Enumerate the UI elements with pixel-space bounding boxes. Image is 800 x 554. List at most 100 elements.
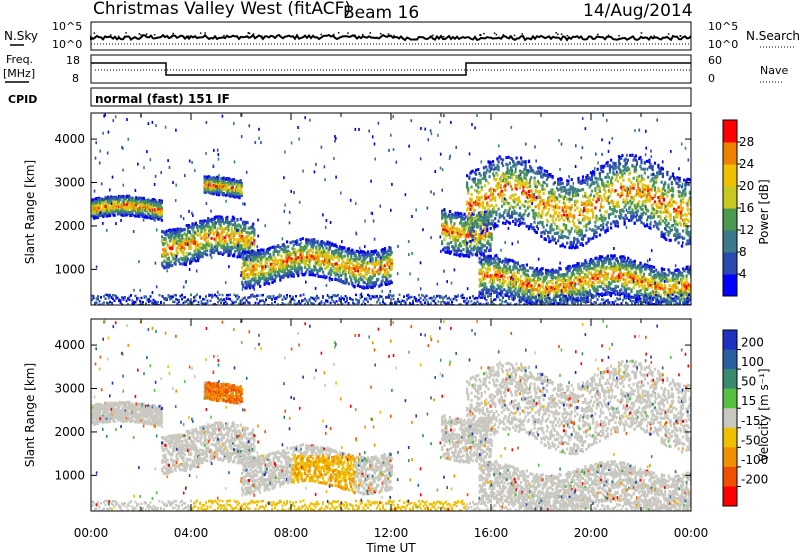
power-cell — [283, 259, 286, 263]
power-cell — [304, 272, 307, 276]
power-cell — [162, 230, 165, 234]
power-cell — [539, 190, 542, 193]
power-cell — [230, 231, 233, 235]
power-cell — [250, 270, 253, 274]
power-cell — [602, 184, 605, 187]
power-cell — [518, 186, 522, 190]
power-cell — [483, 228, 486, 232]
power-cell — [368, 267, 371, 271]
power-cell — [242, 283, 245, 287]
power-cell — [452, 225, 455, 229]
power-cell — [101, 201, 104, 205]
power-cell — [451, 213, 454, 216]
power-cell — [479, 213, 482, 217]
power-cell — [567, 229, 570, 233]
power-cell — [629, 199, 632, 203]
power-cell — [221, 230, 224, 234]
power-cell — [659, 196, 662, 200]
power-cell — [278, 274, 281, 277]
power-cell — [292, 243, 295, 247]
power-cell — [543, 173, 546, 177]
power-cell — [523, 221, 526, 225]
power-cell — [467, 213, 470, 217]
power-cell — [284, 246, 288, 250]
power-cell — [142, 199, 145, 203]
power-cell — [494, 217, 497, 221]
power-cell — [194, 259, 197, 263]
power-cell — [306, 243, 309, 247]
power-cell — [457, 236, 461, 240]
power-cell — [486, 201, 489, 205]
power-cell — [239, 225, 242, 229]
power-cell — [617, 214, 621, 218]
power-cell — [118, 203, 121, 207]
power-cell — [673, 200, 676, 204]
power-cell — [241, 255, 244, 259]
power-cell — [181, 242, 184, 245]
power-cell — [345, 264, 348, 268]
power-cell — [442, 248, 445, 252]
power-cell — [467, 191, 470, 195]
power-cell — [671, 189, 675, 192]
power-cell — [229, 222, 232, 226]
power-cell — [659, 217, 662, 221]
power-cell — [293, 266, 297, 270]
power-cell — [138, 196, 141, 200]
power-cell — [104, 203, 107, 207]
power-cell — [470, 226, 473, 230]
power-cell — [533, 176, 536, 180]
power-cell — [162, 248, 165, 252]
power-cell — [217, 227, 220, 230]
power-cell — [557, 214, 560, 218]
power-cell — [182, 249, 185, 253]
power-cell — [494, 199, 497, 202]
power-cell — [236, 231, 239, 235]
power-cell — [596, 192, 599, 195]
power-cell — [464, 227, 467, 231]
power-cell — [185, 251, 188, 255]
power-cell — [575, 201, 578, 205]
nsky-point — [483, 32, 485, 35]
power-cell — [507, 175, 510, 179]
power-cell — [252, 265, 255, 269]
power-cell — [288, 269, 291, 273]
power-cell — [524, 177, 527, 181]
power-cell — [175, 258, 178, 262]
power-cell — [518, 206, 522, 210]
power-cell — [536, 166, 540, 170]
power-cell — [632, 158, 635, 162]
power-cell — [671, 223, 675, 227]
power-cell — [373, 273, 376, 277]
power-cell — [253, 243, 256, 247]
power-cell — [606, 160, 609, 164]
power-cell — [487, 241, 490, 245]
power-cell — [390, 262, 393, 266]
nsky-point — [432, 34, 434, 37]
power-cell — [292, 257, 295, 261]
power-cell — [215, 236, 218, 240]
power-cell — [356, 269, 360, 273]
power-cell — [332, 257, 335, 261]
power-cell — [547, 211, 550, 215]
nsky-point — [361, 33, 364, 36]
power-cell — [487, 239, 490, 243]
power-cell — [476, 196, 479, 200]
power-cell — [218, 238, 221, 242]
power-cell — [160, 209, 163, 213]
power-cell — [511, 215, 514, 219]
power-cell — [624, 200, 627, 204]
power-cell — [251, 255, 254, 259]
power-cell — [274, 275, 277, 279]
power-cell — [640, 215, 643, 219]
power-cell — [481, 203, 484, 207]
nsky-point — [653, 35, 655, 37]
power-cell — [525, 171, 528, 175]
power-cell — [290, 252, 293, 256]
power-cell — [442, 230, 445, 234]
power-cell — [470, 197, 473, 201]
power-cell — [270, 277, 273, 281]
power-cell — [664, 221, 667, 225]
power-cell — [532, 226, 535, 230]
power-cell — [466, 247, 470, 251]
power-cell — [539, 171, 542, 175]
